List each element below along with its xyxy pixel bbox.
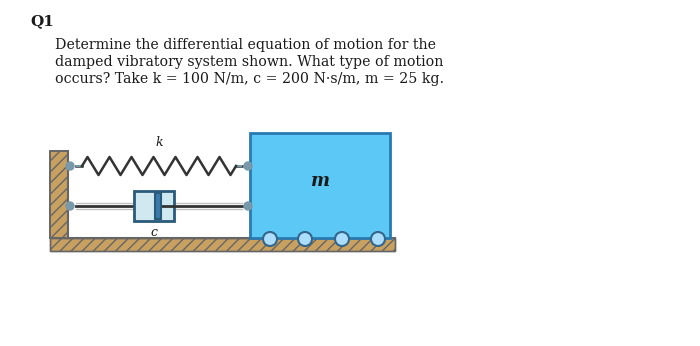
Circle shape: [244, 162, 252, 170]
Text: m: m: [311, 172, 330, 190]
Circle shape: [371, 232, 385, 246]
Bar: [155, 193, 161, 219]
Text: Q1: Q1: [30, 14, 54, 28]
Circle shape: [263, 232, 277, 246]
Circle shape: [298, 232, 312, 246]
Bar: [50, 151, 68, 238]
Text: damped vibratory system shown. What type of motion: damped vibratory system shown. What type…: [55, 55, 443, 69]
Circle shape: [66, 202, 74, 210]
Circle shape: [244, 202, 252, 210]
Circle shape: [335, 232, 349, 246]
Circle shape: [66, 162, 74, 170]
Text: occurs? Take k = 100 N/m, c = 200 N·s/m, m = 25 kg.: occurs? Take k = 100 N/m, c = 200 N·s/m,…: [55, 72, 444, 86]
Bar: [50, 238, 395, 251]
Bar: [250, 133, 390, 238]
Text: Determine the differential equation of motion for the: Determine the differential equation of m…: [55, 38, 436, 52]
Text: k: k: [155, 136, 163, 149]
Text: c: c: [150, 226, 158, 239]
Bar: [50, 151, 68, 238]
Bar: [50, 238, 395, 251]
Bar: [134, 191, 174, 221]
